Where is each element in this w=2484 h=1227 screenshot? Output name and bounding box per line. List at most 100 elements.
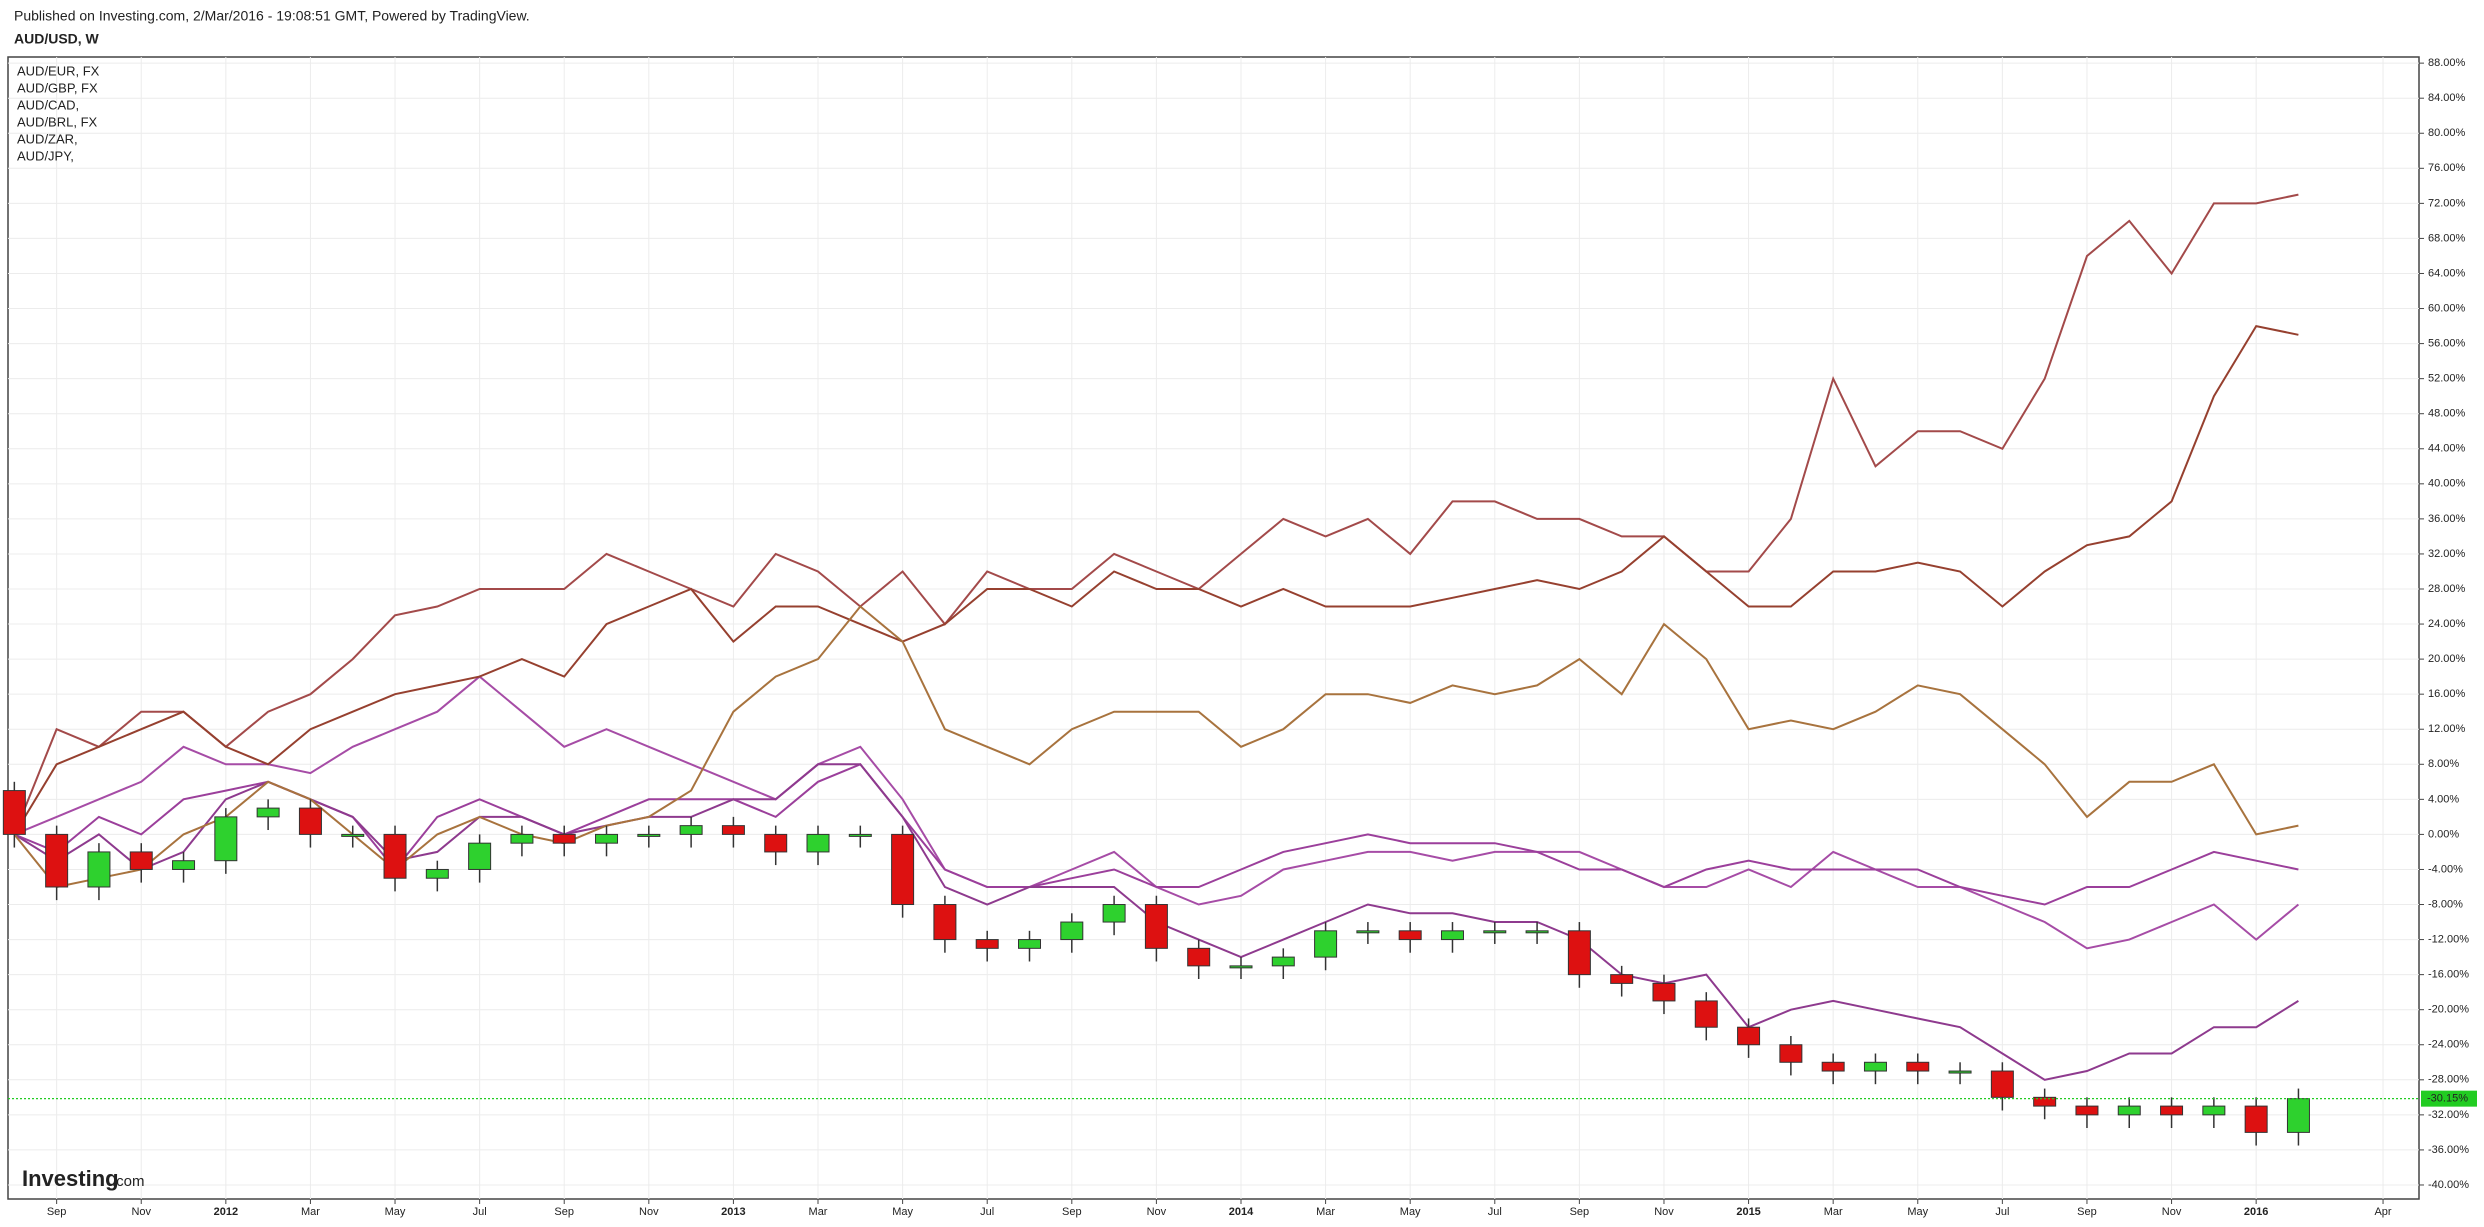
y-tick-label: 48.00% <box>2428 408 2466 420</box>
legend-entry: AUD/BRL, FX <box>17 114 98 129</box>
candle-body <box>806 833 830 853</box>
candle-body <box>256 807 280 818</box>
y-tick-label: 64.00% <box>2428 267 2466 279</box>
y-tick-label: 56.00% <box>2428 338 2466 350</box>
x-tick-label: Mar <box>809 1206 828 1218</box>
x-tick-label: Mar <box>1316 1206 1335 1218</box>
candle-body <box>1440 930 1464 941</box>
x-tick-label: Jul <box>980 1206 994 1218</box>
y-tick-label: 44.00% <box>2428 443 2466 455</box>
candle-body <box>1314 930 1338 958</box>
y-tick-label: 36.00% <box>2428 513 2466 525</box>
candle-body <box>1610 974 1634 984</box>
y-tick-label: 4.00% <box>2428 793 2459 805</box>
legend-entry: AUD/JPY, <box>17 148 74 163</box>
y-tick-label: -16.00% <box>2428 969 2469 981</box>
candle-body <box>298 807 322 835</box>
x-tick-label: Nov <box>2162 1206 2182 1218</box>
candle-body <box>1990 1070 2014 1098</box>
y-tick-label: 80.00% <box>2428 127 2466 139</box>
y-tick-label: 72.00% <box>2428 197 2466 209</box>
candle-body <box>2160 1105 2184 1116</box>
candle-body <box>552 833 576 844</box>
candle-body <box>1694 1000 1718 1028</box>
candle-body <box>1187 947 1211 967</box>
legend: AUD/EUR, FX AUD/GBP, FX AUD/CAD, AUD/BRL, F… <box>17 63 100 163</box>
legend-entry: AUD/EUR, FX <box>17 63 100 78</box>
x-tick-label: Jul <box>1488 1206 1502 1218</box>
candle-body <box>848 833 872 837</box>
x-tick-label: Sep <box>1570 1206 1590 1218</box>
candle-body <box>1863 1061 1887 1072</box>
y-tick-label: -40.00% <box>2428 1179 2469 1191</box>
x-tick-label: Jul <box>1995 1206 2009 1218</box>
candle-body <box>1398 930 1422 941</box>
y-tick-label: -8.00% <box>2428 898 2463 910</box>
candle-body <box>891 833 915 906</box>
candle-body <box>425 868 449 879</box>
candle-body <box>2 790 26 835</box>
candle-body <box>2202 1105 2226 1116</box>
marks: -30.15% <box>2 193 2477 1146</box>
candle-body <box>2033 1096 2057 1107</box>
y-tick-label: 12.00% <box>2428 723 2466 735</box>
x-tick-label: May <box>892 1206 913 1218</box>
x-tick-label: 2012 <box>214 1206 238 1218</box>
candle-body <box>637 833 661 837</box>
x-tick-label: Nov <box>639 1206 659 1218</box>
candle-body <box>721 825 745 835</box>
candle-body <box>1018 939 1042 949</box>
y-tick-label: 60.00% <box>2428 302 2466 314</box>
y-tick-label: 52.00% <box>2428 373 2466 385</box>
published-note: Published on Investing.com, 2/Mar/2016 -… <box>14 8 530 24</box>
series-line <box>13 324 2299 835</box>
x-tick-label: Sep <box>47 1206 67 1218</box>
symbol-title: AUD/USD, W <box>14 31 100 47</box>
y-tick-label: -32.00% <box>2428 1109 2469 1121</box>
y-tick-label: 20.00% <box>2428 653 2466 665</box>
y-tick-label: -36.00% <box>2428 1144 2469 1156</box>
series-line <box>13 193 2299 835</box>
x-tick-label: Sep <box>1062 1206 1082 1218</box>
candle-body <box>45 833 69 888</box>
candle-body <box>468 842 492 870</box>
candle-body <box>1060 921 1084 941</box>
x-tick-label: Nov <box>1147 1206 1167 1218</box>
y-tick-label: -24.00% <box>2428 1039 2469 1051</box>
watermark-brand: Investing <box>22 1166 119 1191</box>
y-tick-label: 16.00% <box>2428 688 2466 700</box>
candle-body <box>1779 1044 1803 1063</box>
candle-body <box>1356 930 1380 934</box>
candle-body <box>1737 1026 1761 1046</box>
x-tick-label: Apr <box>2374 1206 2391 1218</box>
candle-body <box>1821 1061 1845 1072</box>
candle-body <box>87 851 111 888</box>
candle-body <box>1652 982 1676 1002</box>
y-tick-label: 40.00% <box>2428 478 2466 490</box>
y-tick-label: -28.00% <box>2428 1074 2469 1086</box>
y-tick-label: 76.00% <box>2428 162 2466 174</box>
y-tick-label: 0.00% <box>2428 828 2459 840</box>
candle-body <box>2286 1098 2310 1133</box>
x-tick-label: 2015 <box>1736 1206 1760 1218</box>
x-tick-label: Sep <box>2077 1206 2097 1218</box>
legend-entry: AUD/ZAR, <box>17 131 78 146</box>
candle-body <box>129 851 153 870</box>
y-tick-label: -12.00% <box>2428 933 2469 945</box>
legend-entry: AUD/CAD, <box>17 97 79 112</box>
x-tick-label: Mar <box>301 1206 320 1218</box>
candle-body <box>510 833 534 844</box>
x-tick-label: 2016 <box>2244 1206 2268 1218</box>
candle-body <box>1271 956 1295 967</box>
x-tick-label: 2013 <box>721 1206 745 1218</box>
y-tick-label: -4.00% <box>2428 863 2463 875</box>
candle-body <box>1567 930 1591 976</box>
y-tick-label: 84.00% <box>2428 92 2466 104</box>
x-tick-label: May <box>1907 1206 1928 1218</box>
y-tick-label: -20.00% <box>2428 1004 2469 1016</box>
candle-body <box>1525 930 1549 934</box>
x-tick-label: May <box>385 1206 406 1218</box>
candle-body <box>1948 1070 1972 1074</box>
